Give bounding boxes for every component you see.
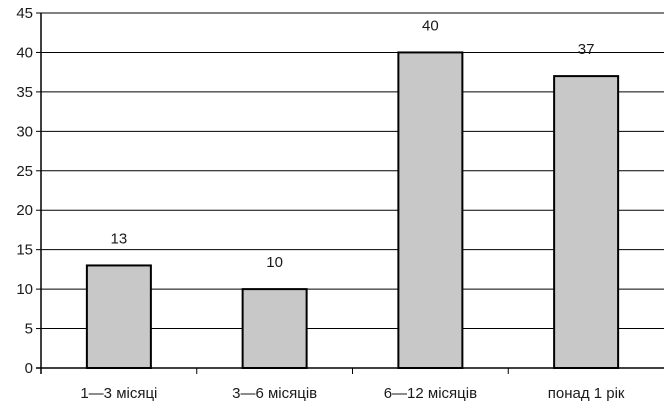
bar — [397, 51, 464, 369]
y-tick-label: 5 — [25, 321, 33, 338]
bar — [85, 264, 152, 370]
y-tick-label: 45 — [16, 5, 33, 22]
y-tick-label: 0 — [25, 360, 33, 377]
data-label: 37 — [578, 41, 595, 58]
data-label: 10 — [266, 254, 283, 271]
y-tick-label: 25 — [16, 163, 33, 180]
x-category-label: 6—12 місяців — [384, 385, 477, 402]
data-label: 13 — [111, 230, 128, 247]
data-labels: 13 10 40 37 — [111, 17, 595, 271]
x-category-label: понад 1 рік — [548, 385, 625, 402]
bar — [241, 288, 308, 369]
y-axis-ticks: 0 5 10 15 20 25 30 35 40 45 — [16, 5, 41, 377]
y-tick-label: 30 — [16, 123, 33, 140]
y-tick-label: 40 — [16, 44, 33, 61]
y-tick-label: 35 — [16, 84, 33, 101]
data-label: 40 — [422, 17, 439, 34]
x-category-label: 3—6 місяців — [232, 385, 317, 402]
bar — [553, 75, 620, 369]
y-tick-label: 15 — [16, 242, 33, 259]
y-tick-label: 20 — [16, 202, 33, 219]
bars — [85, 51, 620, 370]
x-axis-labels: 1—3 місяці 3—6 місяців 6—12 місяців понад 1… — [80, 385, 625, 402]
x-category-label: 1—3 місяці — [80, 385, 157, 402]
y-tick-label: 10 — [16, 281, 33, 298]
axes — [36, 13, 664, 374]
